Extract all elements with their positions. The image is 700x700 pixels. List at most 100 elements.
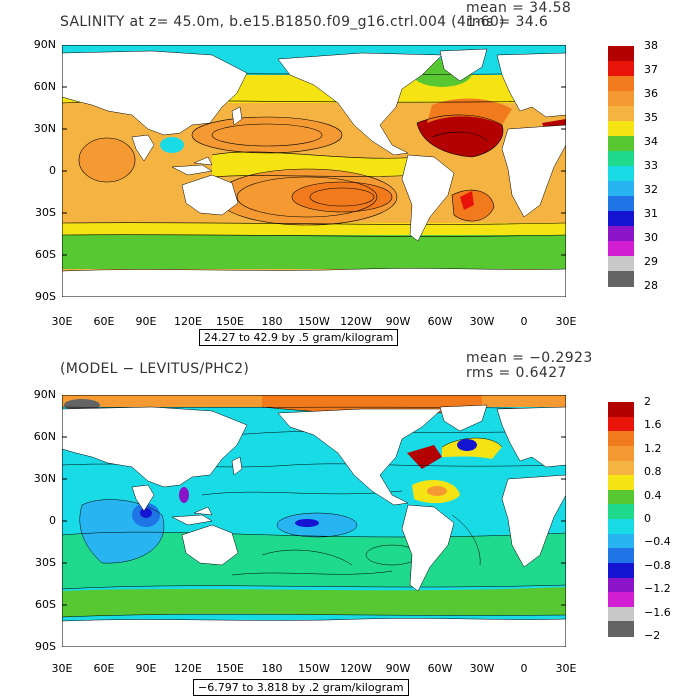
colorbar-swatch [608, 504, 634, 520]
greenland [439, 404, 488, 432]
colorbar-swatch [608, 226, 634, 242]
lat-label: 60S [35, 598, 56, 611]
difference-map [62, 395, 566, 647]
colorbar-label: 34 [644, 135, 658, 148]
bay-of-bengal-core [140, 508, 152, 518]
lon-label: 30W [469, 315, 495, 328]
lon-label: 60E [93, 315, 115, 328]
lat-label: 30S [35, 556, 56, 569]
lon-label: 90E [135, 315, 157, 328]
colorbar-swatch [608, 460, 634, 476]
colorbar-swatch [608, 562, 634, 578]
colorbar-swatch [608, 489, 634, 505]
colorbar-swatch [608, 151, 634, 167]
colorbar-swatch [608, 256, 634, 272]
japan [231, 106, 243, 126]
colorbar-swatch [608, 402, 634, 418]
colorbar [608, 46, 634, 287]
bay-of-bengal-low [160, 137, 184, 153]
colorbar-swatch [608, 136, 634, 152]
pacific-core [295, 519, 319, 527]
north-america [277, 408, 443, 506]
pacific-positive [366, 545, 418, 565]
southern-ocean-band [62, 587, 566, 617]
contour-range-label: −6.797 to 3.818 by .2 gram/kilogram [193, 679, 409, 696]
panel-title: SALINITY at z= 45.0m, b.e15.B1850.f09_g1… [60, 14, 505, 30]
southern-band [62, 223, 566, 235]
north-america [277, 52, 443, 156]
lon-label: 180 [261, 315, 283, 328]
colorbar-swatch [608, 106, 634, 122]
lat-label: 90N [33, 38, 56, 51]
lon-label: 30E [555, 315, 577, 328]
lon-label: 30W [469, 662, 495, 675]
colorbar-label: 28 [644, 279, 658, 292]
labrador-core [457, 439, 477, 451]
lon-label: 0 [520, 315, 528, 328]
colorbar-swatch [608, 577, 634, 593]
colorbar-swatch [608, 61, 634, 77]
colorbar-label: 33 [644, 159, 658, 172]
colorbar-swatch [608, 621, 634, 637]
southern-ocean-band [62, 235, 566, 269]
borneo [193, 506, 213, 516]
land-mask [62, 404, 566, 647]
colorbar-swatch [608, 241, 634, 257]
south-america [401, 154, 455, 242]
europe [496, 52, 566, 118]
colorbar-label: 32 [644, 183, 658, 196]
colorbar-label: 31 [644, 207, 658, 220]
lat-label: 90N [33, 388, 56, 401]
colorbar-swatch [608, 431, 634, 447]
mean-value: mean = 34.58 [466, 0, 572, 16]
rms-value: rms = 34.6 [466, 14, 549, 30]
lon-label: 30E [555, 662, 577, 675]
africa [501, 124, 566, 218]
rms-value: rms = 0.6427 [466, 365, 567, 381]
arctic-coastal [64, 399, 100, 411]
north-atlantic-shoulder [427, 98, 512, 125]
eurasia [62, 406, 248, 488]
colorbar-swatch [608, 606, 634, 622]
colorbar-swatch [608, 271, 634, 287]
colorbar-label: 1.2 [644, 441, 662, 455]
south-pacific-core [292, 182, 392, 212]
india [131, 134, 155, 162]
salinity-map [62, 45, 566, 297]
colorbar-swatch [608, 121, 634, 137]
colorbar-swatch [608, 76, 634, 92]
colorbar-swatch [608, 181, 634, 197]
lon-label: 120W [340, 315, 372, 328]
australia [181, 524, 239, 566]
colorbar-label: 37 [644, 63, 658, 76]
lon-label: 120E [174, 315, 202, 328]
colorbar-swatch [608, 46, 634, 62]
europe [496, 406, 566, 468]
lon-label: 30E [51, 662, 73, 675]
lat-label: 0 [49, 514, 56, 527]
south-china-sea [179, 487, 189, 503]
lon-label: 90W [385, 662, 411, 675]
colorbar-swatch [608, 211, 634, 227]
antarctica [62, 268, 566, 297]
colorbar-label: 38 [644, 39, 658, 52]
lat-label: 60S [35, 248, 56, 261]
colorbar-label: 35 [644, 111, 658, 124]
colorbar-swatch [608, 548, 634, 564]
colorbar-label: 36 [644, 87, 658, 100]
colorbar-swatch [608, 519, 634, 535]
lat-label: 90S [35, 640, 56, 653]
india [131, 484, 155, 512]
lat-label: 90S [35, 290, 56, 303]
lon-label: 150E [216, 315, 244, 328]
australia [181, 174, 239, 216]
lat-label: 30N [33, 122, 56, 135]
lon-label: 180 [261, 662, 283, 675]
colorbar-label: −1.6 [644, 605, 671, 619]
lon-label: 120E [174, 662, 202, 675]
colorbar-label: 30 [644, 231, 658, 244]
colorbar [608, 402, 634, 637]
colorbar-label: 1.6 [644, 418, 662, 432]
arabian-sea [79, 138, 135, 182]
colorbar-swatch [608, 445, 634, 461]
